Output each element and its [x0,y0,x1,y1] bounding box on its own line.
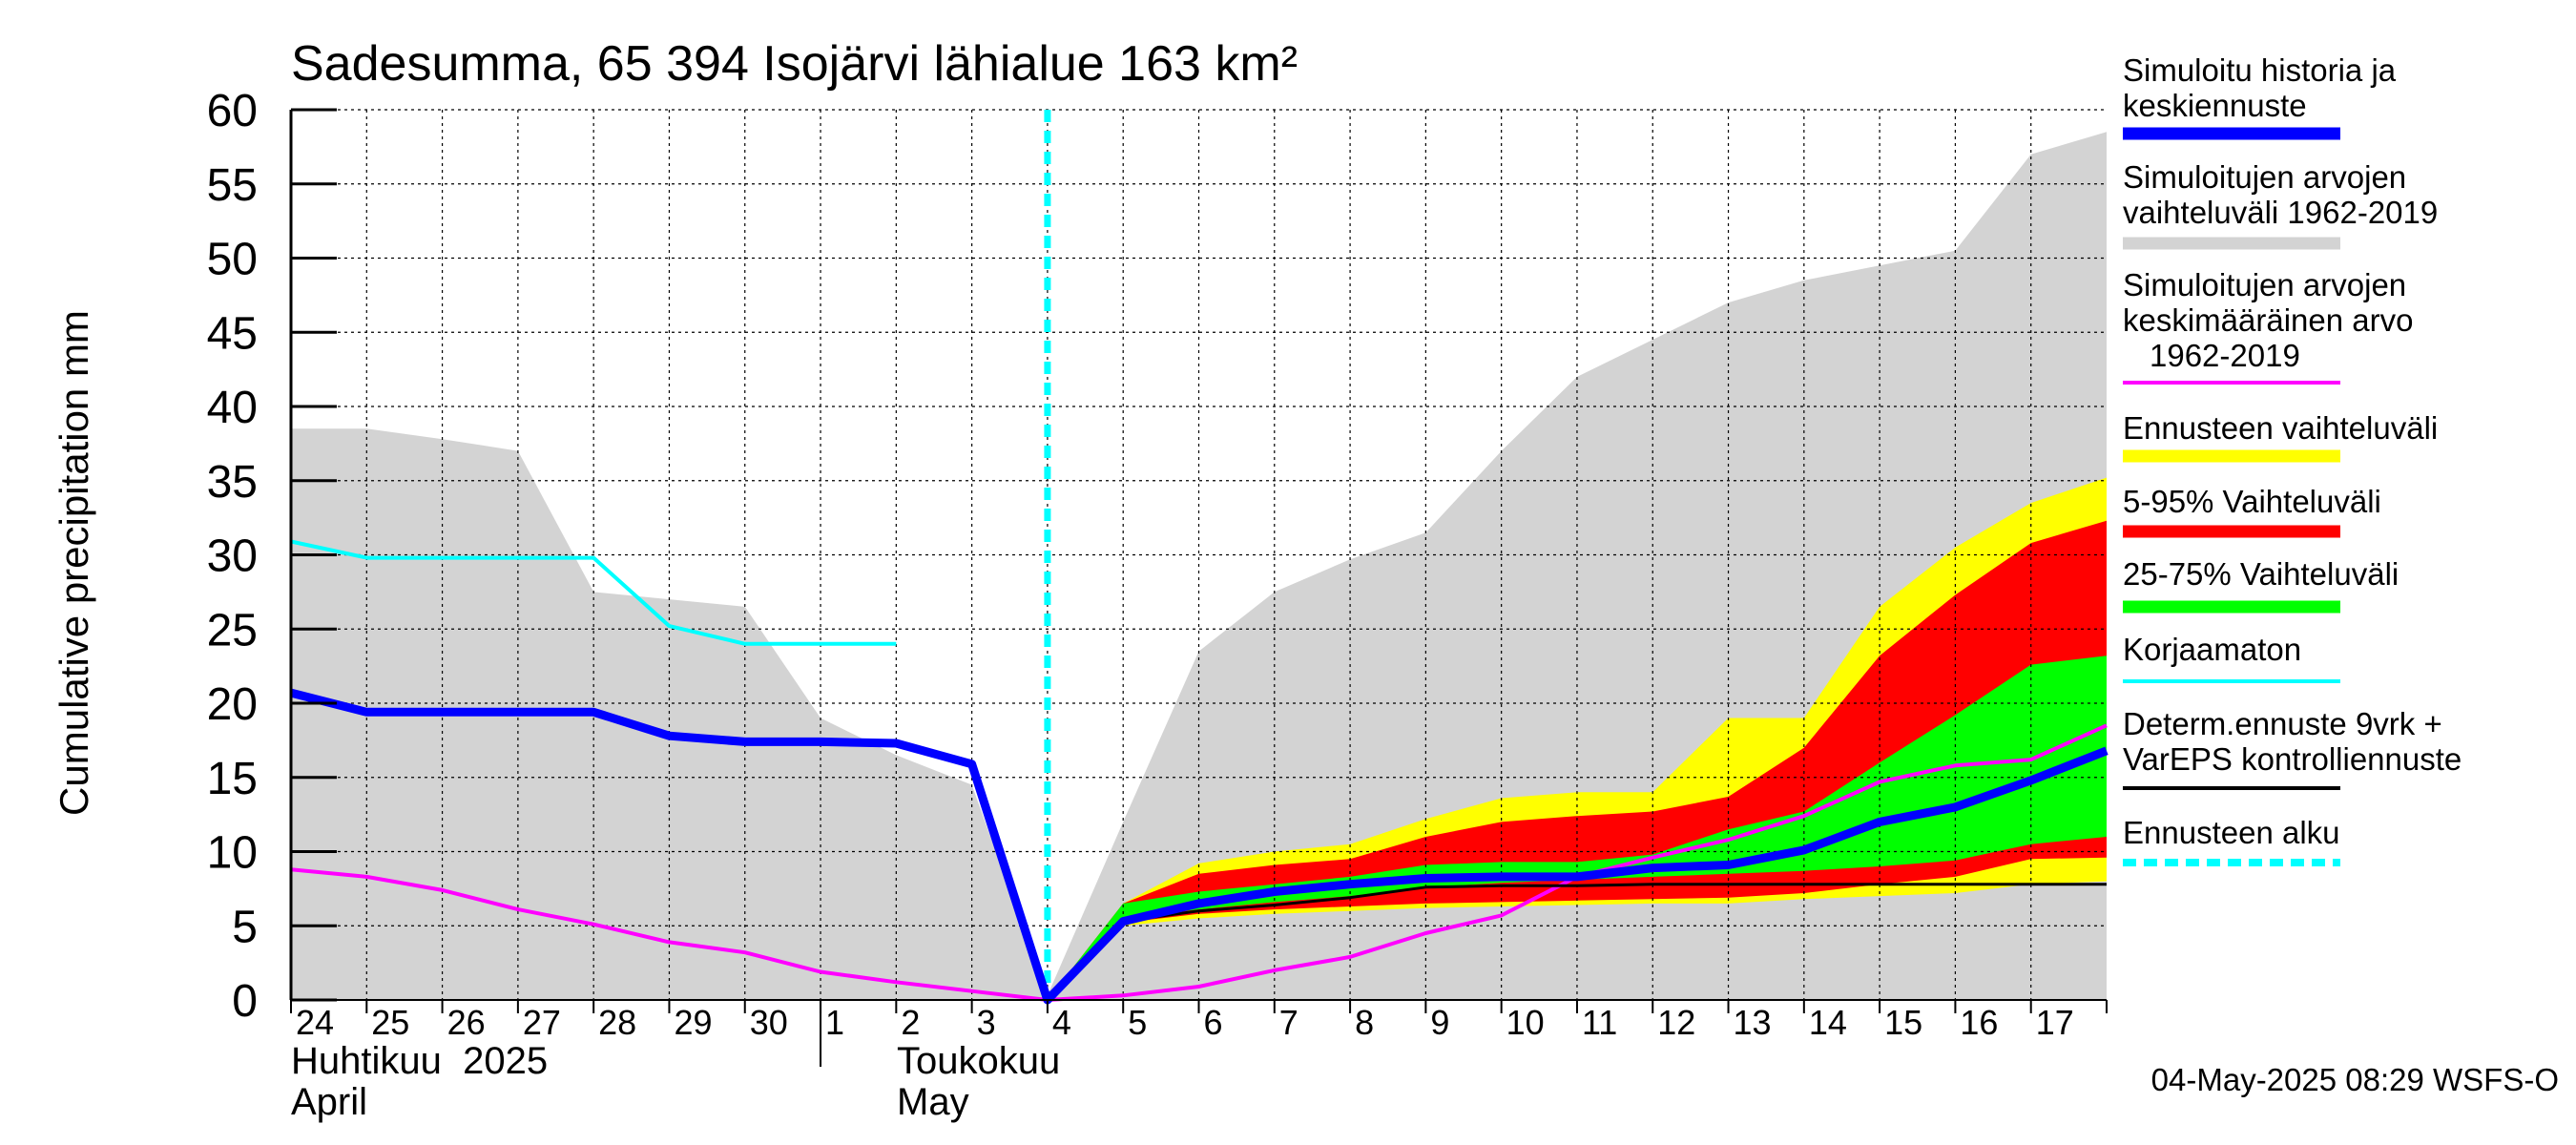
line-simuloitujen-arvojen-keskimaarainen-arvo-1962-2019 [290,723,2108,1002]
x-tick-label: 1 [825,1003,844,1042]
legend-label: 25-75% Vaihteluväli [2123,556,2399,592]
footer-timestamp: 04-May-2025 08:29 WSFS-O [2151,1062,2559,1097]
y-tick-labels: 0 5 10 15 20 25 30 35 40 45 50 55 60 [207,86,258,1027]
legend-item-determ-ennuste-9vrk-vareps-kontrolliennuste: Determ.ennuste 9vrk + VarEPS kontrollienn… [2123,706,2462,790]
line-korjaamaton [290,539,897,646]
x-tick-label: 10 [1506,1003,1545,1042]
x-tick-label: 15 [1884,1003,1922,1042]
y-tick-label: 30 [207,531,258,582]
line-determ-ennuste-9vrk-vareps-kontrolliennuste [1046,883,2107,1002]
x-tick-label: 16 [1960,1003,1998,1042]
x-tick-label: 30 [750,1003,788,1042]
x-tick-label: 28 [598,1003,636,1042]
month-label-april-fi: Huhtikuu 2025 [291,1040,548,1082]
legend-item-5-95-vaihteluvali: 5-95% Vaihteluväli [2123,484,2381,538]
y-tick-label: 35 [207,457,258,508]
x-tick-label: 6 [1204,1003,1223,1042]
x-tick-label: 17 [2036,1003,2074,1042]
legend-item-simuloitu-historia-ja-keskiennuste: Simuloitu historia ja keskiennuste [2123,52,2397,140]
legend-item-ennusteen-vaihteluvali: Ennusteen vaihteluväli [2123,410,2438,463]
grid [291,109,2107,1000]
legend-label: Determ.ennuste 9vrk + VarEPS kontrollienn… [2123,706,2462,777]
legend-item-ennusteen-alku: Ennusteen alku [2123,815,2340,866]
legend-item-korjaamaton: Korjaamaton [2123,632,2340,683]
legend-label: Simuloitujen arvojen keskimääräinen arvo 1… [2123,267,2413,373]
y-tick-label: 20 [207,679,258,730]
month-labels: Huhtikuu 2025 April Toukokuu May [291,1040,1060,1123]
y-tick-label: 5 [232,902,258,952]
x-tick-label: 12 [1657,1003,1695,1042]
month-label-may-en: May [897,1081,969,1123]
y-tick-label: 45 [207,308,258,359]
x-tick-label: 24 [296,1003,334,1042]
x-tick-label: 26 [447,1003,486,1042]
x-tick-label: 11 [1582,1003,1617,1042]
y-tick-label: 60 [207,86,258,136]
y-axis-label: Cumulative precipitation mm [52,310,96,816]
band-25-75-vaihteluvali [1047,656,2107,1000]
x-tick-label: 27 [523,1003,561,1042]
legend-label: 5-95% Vaihteluväli [2123,484,2381,519]
y-tick-label: 55 [207,160,258,211]
legend: Simuloitu historia ja keskiennuste Simuloi… [2123,52,2462,866]
y-tick-label: 50 [207,235,258,285]
y-tick-label: 10 [207,828,258,879]
x-tick-label: 14 [1809,1003,1847,1042]
x-tick-label: 7 [1279,1003,1298,1042]
band-simuloitujen-arvojen-vaihteluvali-1962-2019 [291,132,2107,1001]
axes [289,108,2108,1067]
chart-title: Sadesumma, 65 394 Isojärvi lähialue 163 … [291,36,1298,92]
y-tick-label: 40 [207,383,258,433]
x-tick-label: 2 [901,1003,920,1042]
legend-label: Simuloitujen arvojen vaihteluväli 1962-20… [2123,159,2438,230]
y-tick-label: 15 [207,754,258,804]
historical-range-band [291,132,2107,1001]
x-tick-label: 29 [674,1003,712,1042]
legend-label: Korjaamaton [2123,632,2301,667]
x-tick-label: 25 [371,1003,409,1042]
x-tick-label: 5 [1128,1003,1147,1042]
legend-item-simuloitujen-arvojen-keskimaarainen-arvo-1962-2019: Simuloitujen arvojen keskimääräinen arvo 1… [2123,267,2413,385]
line-simuloitu-historia-ja-keskiennuste [289,688,2109,1005]
legend-item-simuloitujen-arvojen-vaihteluvali-1962-2019: Simuloitujen arvojen vaihteluväli 1962-20… [2123,159,2438,250]
x-tick-label: 8 [1355,1003,1374,1042]
y-tick-label: 0 [232,976,258,1027]
month-label-april-en: April [291,1081,367,1123]
x-tick-label: 3 [977,1003,996,1042]
forecast-bands [1047,477,2107,1001]
x-tick-labels: 24 25 26 27 28 29 30 1 2 3 4 5 6 7 8 9 10 11 12 13 14 15 16 17 [296,1003,2074,1042]
month-label-may-fi: Toukokuu [897,1040,1060,1082]
x-tick-label: 9 [1430,1003,1449,1042]
y-tick-label: 25 [207,605,258,656]
band-5-95-vaihteluvali [1047,520,2107,1000]
legend-label: Ennusteen alku [2123,815,2340,850]
legend-label: Ennusteen vaihteluväli [2123,410,2438,446]
series-lines [289,110,2109,1005]
x-tick-label: 13 [1734,1003,1772,1042]
legend-label: Simuloitu historia ja keskiennuste [2123,52,2397,123]
legend-item-25-75-vaihteluvali: 25-75% Vaihteluväli [2123,556,2399,614]
x-tick-label: 4 [1052,1003,1071,1042]
